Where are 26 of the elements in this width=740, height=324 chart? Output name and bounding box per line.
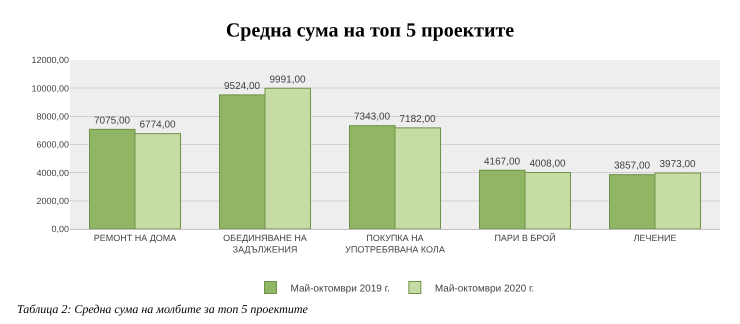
data-label: 7343,00: [354, 112, 391, 123]
x-tick-label: ЛЕЧЕНИЕ: [634, 232, 676, 243]
data-label: 7075,00: [94, 115, 131, 126]
y-tick-label: 4000,00: [36, 168, 69, 178]
data-label: 9524,00: [224, 80, 261, 92]
data-label: 9991,00: [269, 74, 306, 86]
data-label: 7182,00: [399, 114, 436, 125]
y-tick-label: 10000,00: [31, 83, 69, 94]
legend-label: Май-октомври 2019 г.: [290, 283, 390, 294]
data-label: 3973,00: [659, 159, 696, 170]
y-tick-label: 12000,00: [31, 55, 69, 66]
data-label: 4008,00: [529, 158, 566, 170]
legend-label: Май-октомври 2020 г.: [434, 283, 534, 294]
x-tick-label: ПАРИ В БРОЙ: [494, 232, 556, 243]
x-tick-label: РЕМОНТ НА ДОМА: [94, 232, 176, 243]
data-label: 3857,00: [614, 160, 651, 172]
x-tick-label: ОБЕДИНЯВАНЕ НА ЗАДЪЛЖЕНИЯ: [223, 232, 307, 254]
data-label: 6774,00: [139, 120, 176, 131]
y-tick-label: 6000,00: [36, 140, 69, 150]
y-tick-label: 2000,00: [36, 196, 69, 206]
y-tick-label: 8000,00: [36, 111, 69, 122]
chart-title: Средна сума на топ 5 проектите: [226, 20, 514, 42]
x-tick-label: ПОКУПКА НА УПОТРЕБЯВАНА КОЛА: [345, 232, 445, 254]
y-tick-label: 0,00: [51, 224, 69, 234]
text: Таблица 2: Средна сума на молбите за топ 5 проектите: [17, 302, 309, 316]
data-label: 4167,00: [484, 156, 521, 168]
